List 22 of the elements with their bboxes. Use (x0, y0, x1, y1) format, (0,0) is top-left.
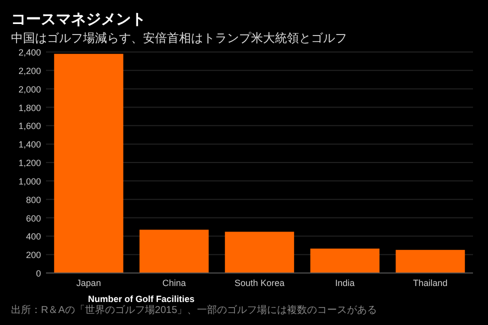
y-tick-label: 2,400 (18, 48, 41, 58)
x-tick-label: India (335, 278, 355, 288)
y-tick-label: 1,800 (18, 102, 41, 113)
y-tick-label: 1,000 (18, 176, 41, 186)
y-tick-label: 400 (26, 232, 41, 242)
x-tick-label: South Korea (234, 278, 285, 288)
text: 出所：R＆Aの「世界のゴルフ場2015」、一部のゴルフ場には複数のコースがある (11, 304, 378, 316)
y-tick-label: 2,000 (18, 84, 41, 94)
y-tick-label: 1,200 (18, 158, 41, 168)
title: コースマネジメント (11, 11, 146, 28)
y-tick-label: 1,400 (18, 140, 41, 150)
subtitle: 中国はゴルフ場減らす、安倍首相はトランプ米大統領とゴルフ (11, 31, 347, 45)
y-tick-label: 0 (36, 268, 41, 278)
x-tick-label: China (162, 278, 186, 288)
x-tick-label: Japan (76, 278, 101, 288)
y-tick-label: 200 (26, 250, 41, 260)
y-tick-label: 600 (26, 213, 41, 224)
y-tick-label: 2,200 (18, 66, 41, 76)
x-axis-title: Number of Golf Facilities (88, 294, 195, 304)
y-tick-label: 1,600 (18, 121, 41, 132)
x-tick-label: Thailand (413, 278, 448, 288)
y-tick-label: 800 (26, 194, 41, 205)
